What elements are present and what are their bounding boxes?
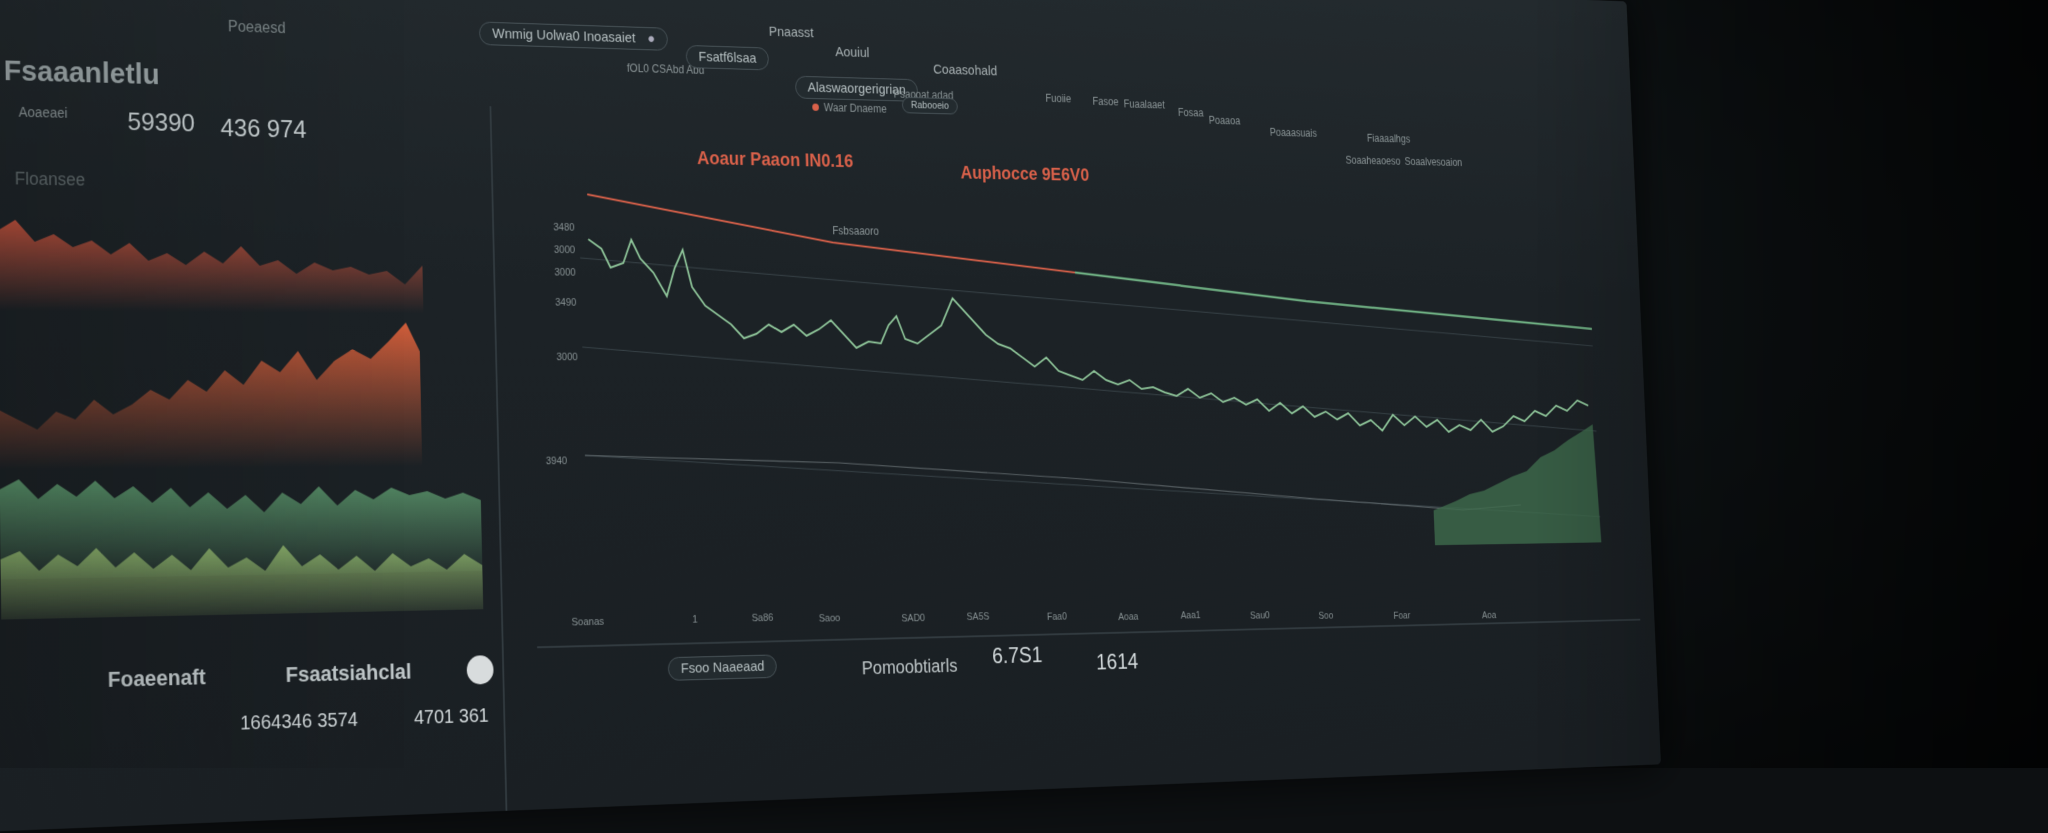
x-tick: Faa0 — [1047, 611, 1067, 622]
x-tick: Soanas — [571, 616, 604, 628]
close-icon[interactable]: ● — [647, 31, 655, 47]
dashboard-app: Poeaesd Wnmig Uolwa0 Inoasaiet ● fOL0 CS… — [0, 0, 1661, 833]
main-footer-value-2: 1614 — [1096, 649, 1139, 676]
right-nav-item[interactable]: Fiaaaalhgs — [1367, 132, 1411, 145]
x-tick: Saoo — [819, 613, 841, 625]
area-series-orange — [0, 320, 422, 469]
y-axis-label: 3480 — [553, 222, 574, 234]
x-tick: SAD0 — [901, 613, 925, 625]
tab-primary[interactable]: Fsatf6lsaa — [686, 45, 770, 70]
right-nav-item[interactable]: Fuoiie — [1045, 92, 1071, 105]
right-nav-item[interactable]: Soaalvesoaion — [1404, 155, 1462, 168]
x-tick: Soo — [1318, 611, 1333, 622]
search-pill[interactable]: Wnmig Uolwa0 Inoasaiet ● — [479, 21, 668, 50]
y-axis-label: 3490 — [555, 297, 577, 308]
status-text: Soaaheaoeso — [1345, 154, 1400, 167]
status-dot — [812, 103, 819, 110]
x-tick: Aoa — [1482, 610, 1497, 621]
x-tick: Sau0 — [1250, 610, 1270, 621]
main-footer-label: Pomoobtiarls — [862, 656, 958, 680]
x-tick: SA5S — [966, 611, 989, 623]
area-bottom-right — [1430, 424, 1601, 545]
main-chart — [578, 183, 1612, 655]
y-axis-label: 3000 — [554, 267, 576, 278]
annotation-left: Aoaur Paaon IN0.16 — [697, 148, 854, 172]
dropdown-label: Rabooeio — [911, 100, 949, 112]
left-area-charts — [0, 202, 519, 620]
right-nav-item[interactable]: Fosaa — [1178, 106, 1204, 119]
y-axis-label: 3000 — [556, 352, 578, 363]
annotation-right: Auphocce 9E6V0 — [960, 163, 1089, 186]
price-line — [588, 239, 1589, 436]
tab-accent[interactable]: Aouiul — [835, 44, 870, 60]
search-label: Wnmig Uolwa0 Inoasaiet — [492, 26, 636, 46]
main-footer-tab[interactable]: Fsoo Naaeaad — [668, 654, 778, 681]
left-value-2: 436 974 — [220, 113, 306, 145]
top-bar: Poeaesd Wnmig Uolwa0 Inoasaiet ● fOL0 CS… — [0, 0, 1631, 102]
right-nav-item[interactable]: Fasoe — [1092, 95, 1118, 108]
left-tag: Poeaesd — [228, 19, 286, 38]
left-footer-value-1: 1664346 3574 — [240, 709, 358, 735]
left-footer-value-2: 4701 361 — [414, 705, 489, 730]
x-tick: Sa86 — [752, 612, 774, 624]
left-caption: Floansee — [15, 169, 86, 191]
x-tick: Aaa1 — [1181, 610, 1201, 621]
trend-line-red — [587, 194, 1075, 272]
x-tick: Aoaa — [1118, 611, 1139, 622]
right-nav-item[interactable]: Fuaalaaet — [1123, 98, 1165, 111]
tab-secondary[interactable]: Pnaasst — [769, 24, 814, 41]
grid-line — [582, 347, 1596, 436]
dropdown[interactable]: Rabooeio — [902, 97, 958, 115]
right-nav-item[interactable]: Poaaoa — [1209, 114, 1241, 127]
trend-line-green — [1075, 273, 1592, 329]
left-footer-label-2: Fsaatsiahclal — [285, 659, 411, 688]
baseline-line — [585, 449, 1521, 522]
area-series-red — [0, 220, 423, 314]
x-tick: 1 — [692, 614, 698, 625]
left-value-1: 59390 — [127, 107, 195, 139]
left-panel-title: Fsaaanletlu — [4, 55, 160, 92]
monitor-screen: Poeaesd Wnmig Uolwa0 Inoasaiet ● fOL0 CS… — [0, 0, 1661, 833]
main-footer-value-1: 6.7S1 — [992, 643, 1043, 670]
grid-line — [580, 258, 1593, 346]
left-footer-label-1: Foaeenaft — [108, 664, 206, 692]
left-footer-button[interactable] — [467, 655, 494, 685]
y-axis-label: 3940 — [546, 456, 568, 468]
x-tick: Foar — [1393, 610, 1410, 621]
status-dot-label: Waar Dnaeme — [824, 101, 887, 115]
tab-dashboard[interactable]: Coaasohald — [933, 62, 997, 79]
right-nav-item[interactable]: Poaaasuais — [1270, 126, 1318, 139]
y-axis-label: 3000 — [554, 244, 575, 256]
left-panel-subtitle: Aoaeaei — [19, 104, 68, 121]
